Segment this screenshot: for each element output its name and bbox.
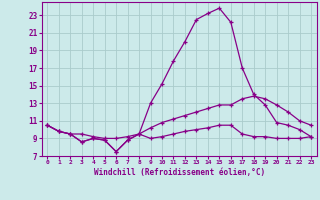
X-axis label: Windchill (Refroidissement éolien,°C): Windchill (Refroidissement éolien,°C) [94,168,265,177]
